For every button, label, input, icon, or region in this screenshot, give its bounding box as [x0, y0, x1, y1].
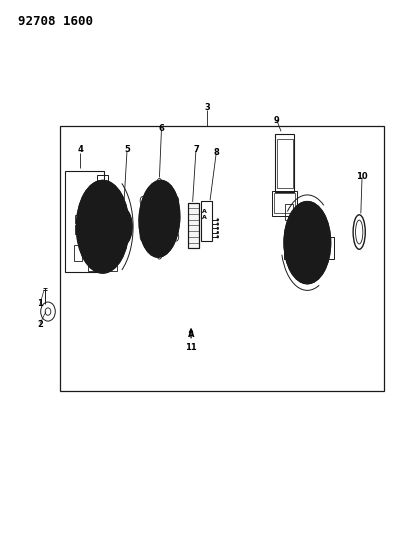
- Bar: [274, 193, 295, 214]
- Text: 8: 8: [213, 148, 219, 157]
- Bar: [277, 139, 293, 188]
- Text: 2: 2: [37, 320, 43, 329]
- Bar: [75, 225, 84, 233]
- Text: 5: 5: [124, 146, 130, 155]
- Text: 3: 3: [204, 103, 210, 112]
- Bar: [188, 203, 199, 248]
- Bar: [284, 237, 293, 259]
- Text: 10: 10: [356, 172, 368, 181]
- Text: A: A: [202, 209, 207, 214]
- Circle shape: [217, 235, 219, 238]
- Bar: [201, 201, 212, 241]
- Ellipse shape: [76, 180, 129, 273]
- Text: 6: 6: [159, 124, 164, 133]
- Circle shape: [217, 218, 219, 221]
- Bar: [73, 245, 82, 261]
- Text: 1: 1: [37, 299, 43, 308]
- Text: A: A: [202, 215, 207, 220]
- Bar: [272, 191, 297, 216]
- Text: 92708 1600: 92708 1600: [18, 14, 93, 28]
- Text: 11: 11: [185, 343, 197, 352]
- Bar: [75, 215, 84, 223]
- Bar: [98, 175, 108, 187]
- Ellipse shape: [284, 201, 330, 284]
- Bar: [285, 204, 293, 220]
- Bar: [326, 237, 335, 259]
- Bar: [60, 126, 384, 391]
- Circle shape: [217, 227, 219, 230]
- Bar: [99, 259, 106, 271]
- Bar: [65, 171, 104, 272]
- Text: 9: 9: [274, 116, 280, 125]
- Bar: [110, 259, 117, 271]
- Ellipse shape: [139, 180, 180, 257]
- Bar: [275, 134, 294, 192]
- Circle shape: [217, 222, 219, 225]
- Text: A: A: [188, 330, 194, 339]
- Text: 7: 7: [193, 146, 199, 155]
- Bar: [188, 203, 199, 248]
- Bar: [88, 259, 95, 271]
- Text: 4: 4: [78, 146, 83, 155]
- Circle shape: [217, 231, 219, 234]
- Ellipse shape: [110, 207, 132, 247]
